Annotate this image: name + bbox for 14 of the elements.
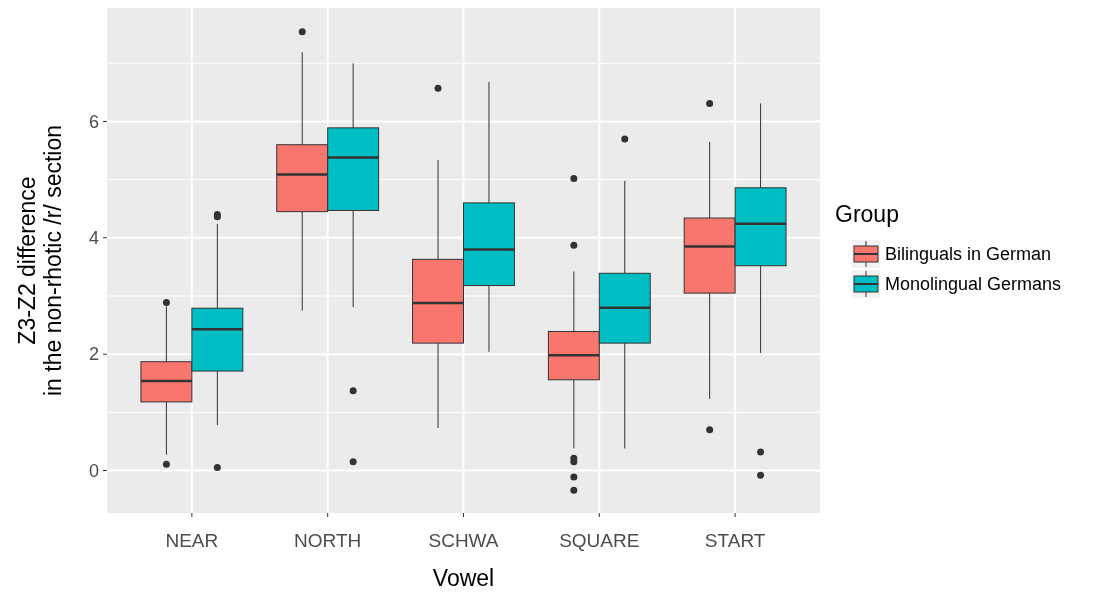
x-tick-label: SQUARE bbox=[559, 530, 640, 551]
legend-title: Group bbox=[835, 201, 899, 227]
y-tick-label: 6 bbox=[88, 111, 99, 132]
y-axis-title: Z3-Z2 difference in the non-rhotic /r/ section bbox=[14, 124, 66, 397]
x-axis-title: Vowel bbox=[432, 565, 495, 591]
y-tick-label: 2 bbox=[88, 344, 99, 365]
y-tick-label: 0 bbox=[88, 460, 99, 481]
x-tick-label: NORTH bbox=[294, 530, 362, 551]
x-tick-label: NEAR bbox=[165, 530, 219, 551]
legend-label: Monolingual Germans bbox=[885, 274, 1062, 295]
x-tick-label: SCHWA bbox=[428, 530, 499, 551]
x-tick-label: START bbox=[704, 530, 766, 551]
y-tick-label: 4 bbox=[88, 228, 99, 249]
legend-label: Bilinguals in German bbox=[885, 244, 1052, 265]
